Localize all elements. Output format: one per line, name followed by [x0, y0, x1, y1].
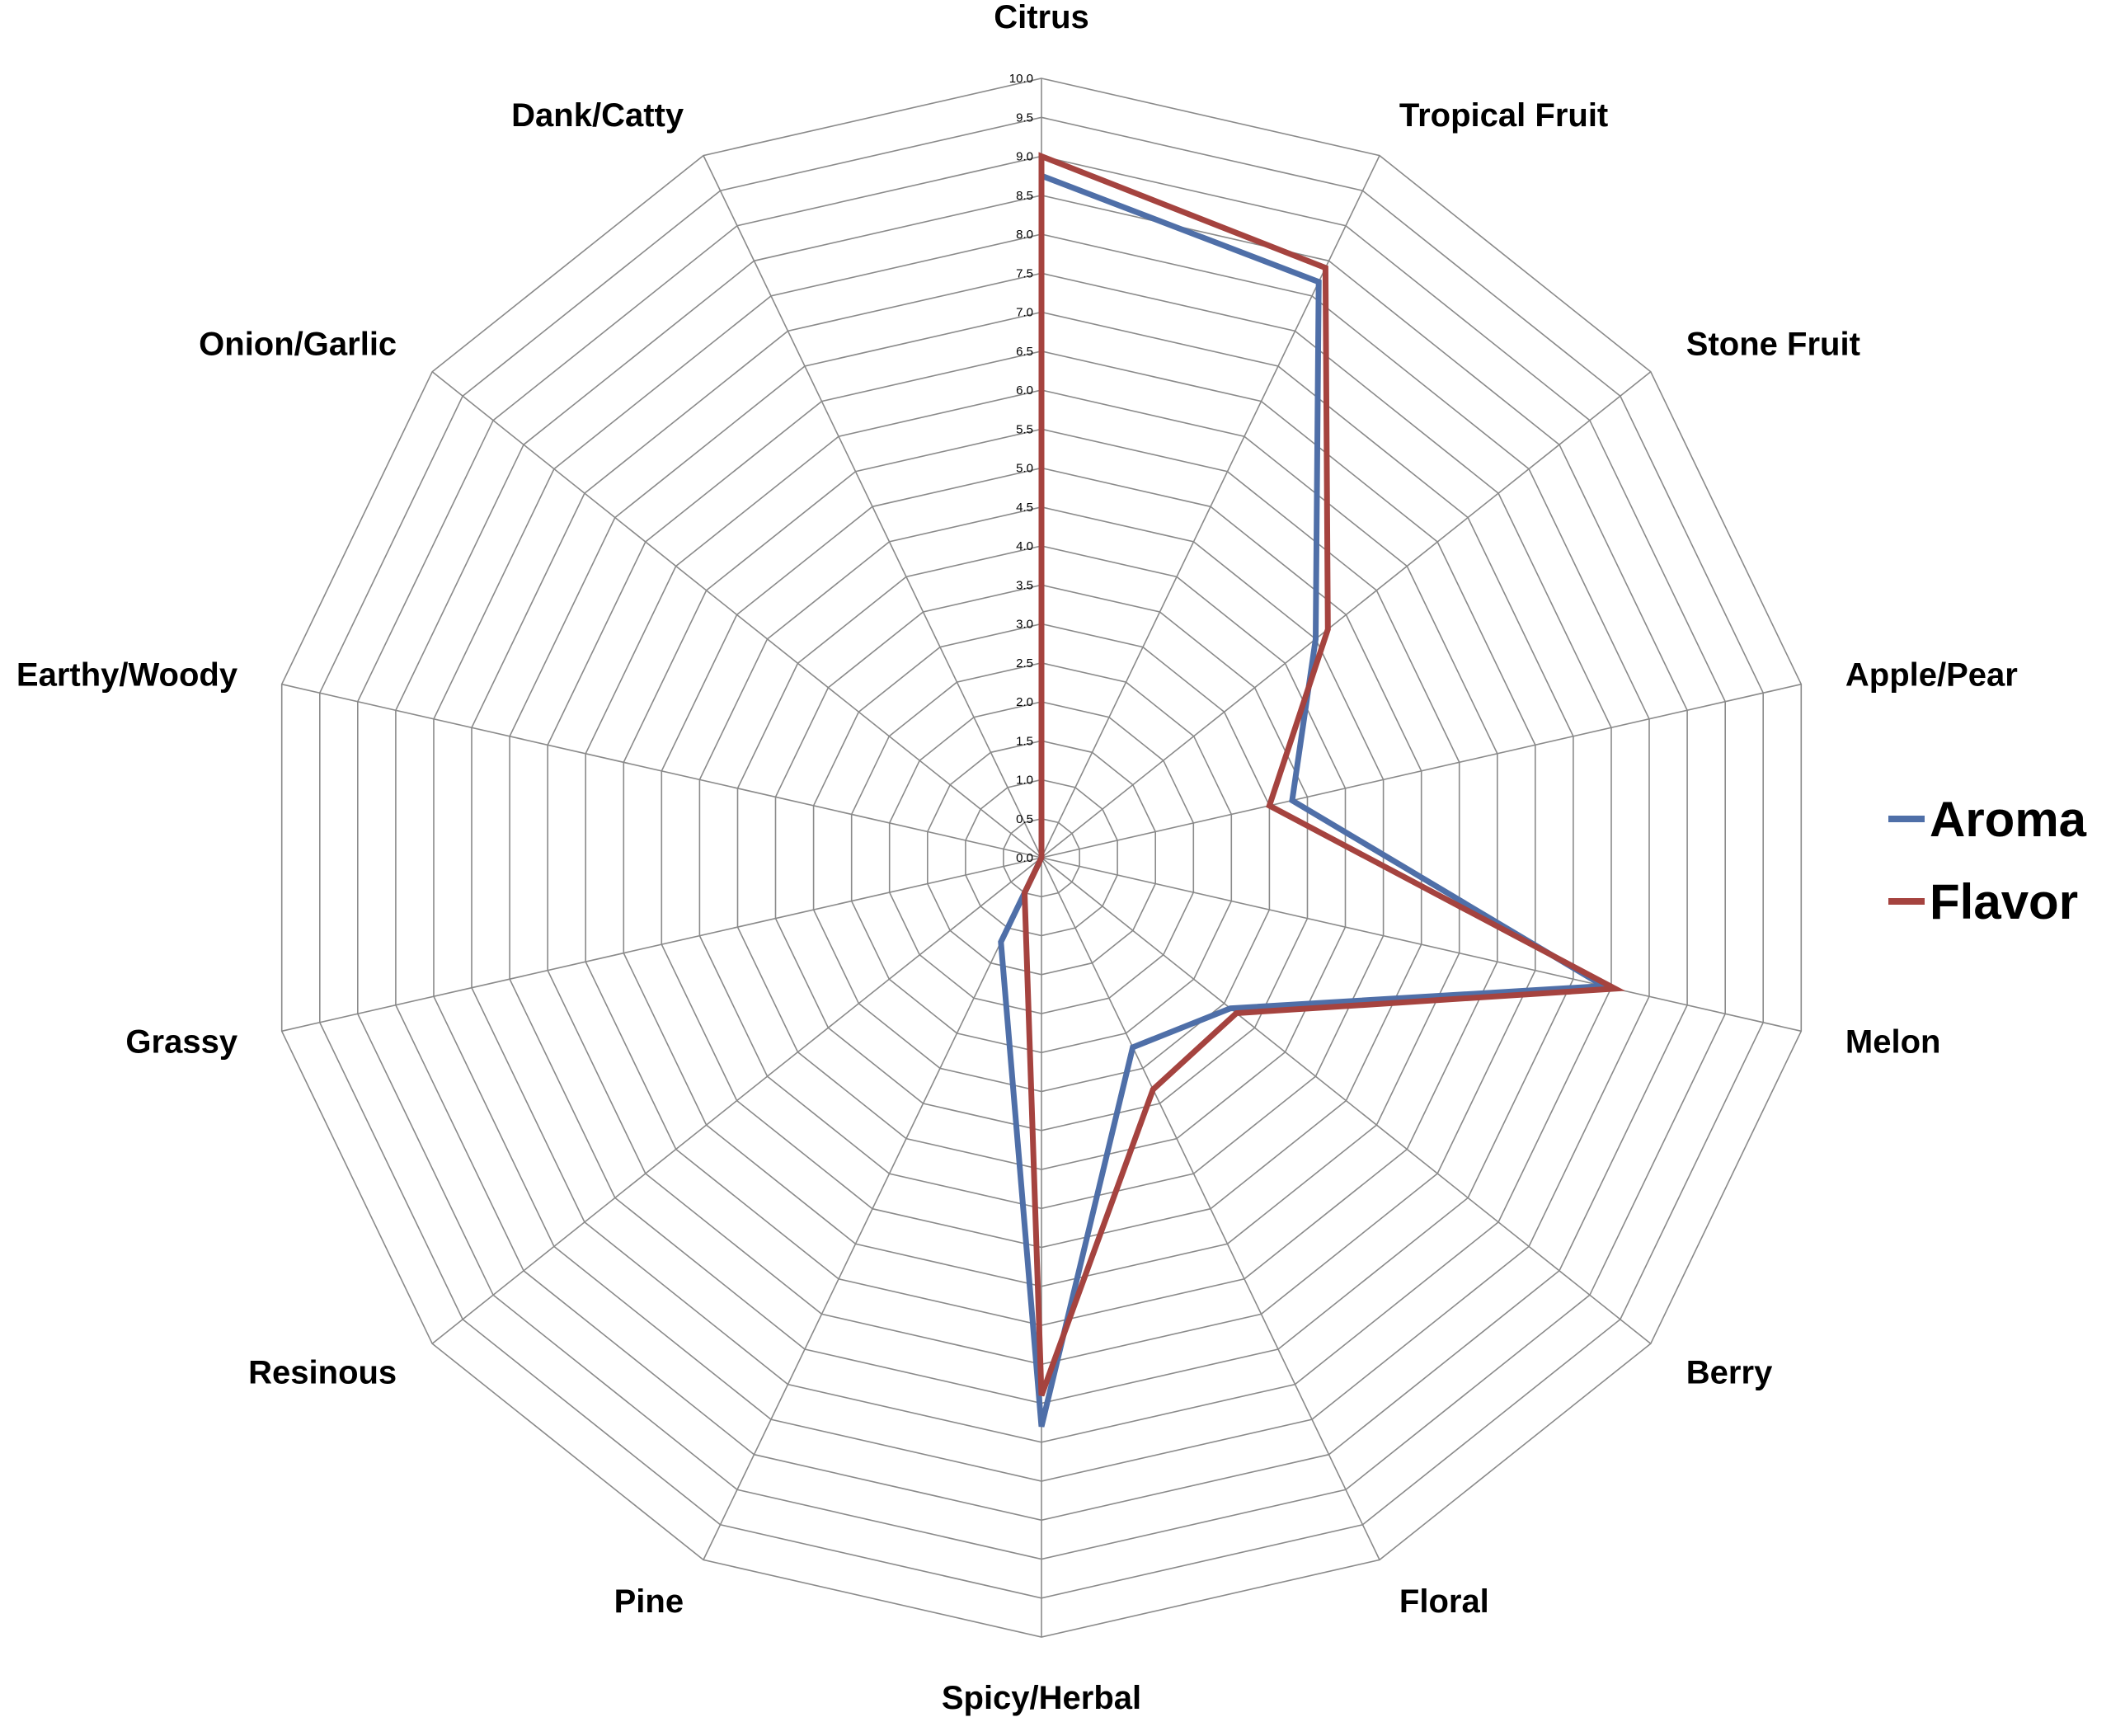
legend: Aroma Flavor [1888, 792, 2087, 929]
tick-label: 6.5 [1016, 345, 1033, 359]
grid-spoke [281, 857, 1042, 1033]
category-label: Pine [614, 1583, 684, 1620]
tick-label: 7.0 [1016, 306, 1033, 320]
tick-label: 9.5 [1016, 111, 1033, 125]
tick-label: 5.0 [1016, 462, 1033, 476]
grid-spoke [431, 857, 1042, 1344]
tick-label: 7.5 [1016, 266, 1033, 280]
category-label: Citrus [994, 0, 1089, 35]
category-label: Tropical Fruit [1399, 97, 1608, 134]
grid-spoke [281, 683, 1042, 859]
grid-spoke [1041, 371, 1652, 859]
category-label: Berry [1686, 1355, 1773, 1391]
category-label: Melon [1845, 1024, 1941, 1061]
tick-label: 2.0 [1016, 695, 1033, 709]
tick-label: 5.5 [1016, 422, 1033, 436]
category-label: Earthy/Woody [16, 657, 238, 694]
tick-label: 4.0 [1016, 539, 1033, 553]
tick-label: 8.0 [1016, 228, 1033, 242]
tick-label: 10.0 [1009, 72, 1033, 86]
legend-label-flavor: Flavor [1930, 874, 2078, 929]
tick-label: 0.0 [1016, 851, 1033, 865]
grid-spoke [703, 857, 1042, 1560]
grid-spoke [431, 371, 1042, 859]
radial-tick-labels: 0.0 0.5 1.0 1.5 2.0 2.5 3.0 3.5 4.0 4.5 5.0 5.5 6.0 6… [1009, 72, 1033, 865]
tick-label: 6.0 [1016, 383, 1033, 398]
tick-label: 1.5 [1016, 734, 1033, 748]
category-label: Resinous [248, 1355, 397, 1391]
legend-label-aroma: Aroma [1930, 792, 2087, 847]
category-label: Floral [1399, 1583, 1489, 1620]
tick-label: 2.5 [1016, 656, 1033, 670]
tick-label: 3.0 [1016, 618, 1033, 632]
category-label: Spicy/Herbal [942, 1680, 1141, 1716]
category-label: Stone Fruit [1686, 327, 1860, 363]
category-label: Grassy [125, 1024, 237, 1061]
category-label: Apple/Pear [1845, 657, 2018, 694]
tick-label: 1.0 [1016, 774, 1033, 788]
category-label: Onion/Garlic [199, 327, 397, 363]
grid-spoke [1041, 857, 1380, 1560]
grid-spoke [1041, 857, 1652, 1344]
category-labels: Citrus Tropical Fruit Stone Fruit Apple/Pea… [16, 0, 2018, 1716]
category-label: Dank/Catty [511, 97, 684, 134]
grid-spoke [1041, 857, 1802, 1033]
tick-label: 8.5 [1016, 189, 1033, 203]
grid-spoke [703, 155, 1042, 859]
tick-label: 3.5 [1016, 578, 1033, 592]
series-line-aroma [998, 172, 1614, 1428]
series-lines [998, 152, 1626, 1428]
grid-spoke [1041, 683, 1802, 859]
tick-label: 4.5 [1016, 501, 1033, 515]
tick-label: 9.0 [1016, 150, 1033, 164]
tick-label: 0.5 [1016, 812, 1033, 826]
